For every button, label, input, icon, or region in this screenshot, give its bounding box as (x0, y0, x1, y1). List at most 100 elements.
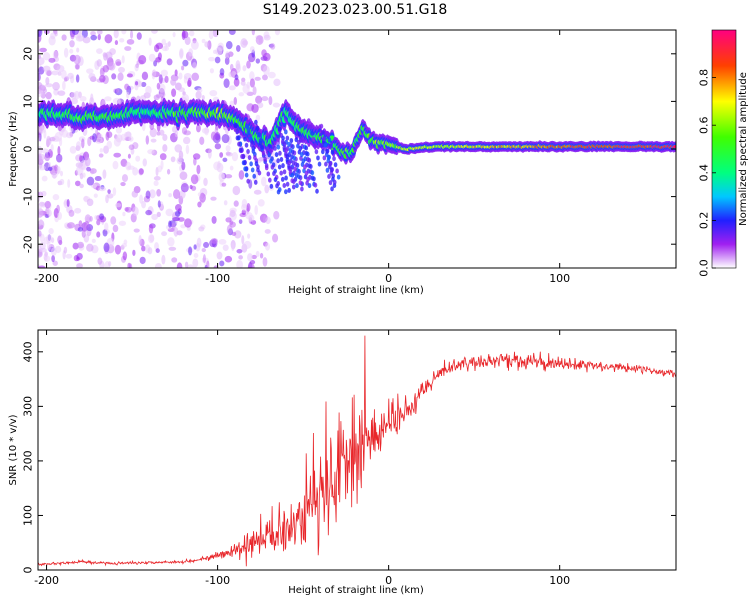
spectrogram-speckle (184, 261, 189, 268)
spectrogram-streak (303, 164, 307, 170)
spectrogram-streak (321, 129, 325, 135)
colorbar-ticks: 0.0 0.2 0.4 0.6 0.8 (698, 69, 716, 277)
spectrogram-speckle (38, 219, 43, 226)
spectrogram-speckle (261, 176, 267, 187)
spectrogram-speckle (187, 264, 194, 268)
spectrogram-speckle (69, 145, 77, 154)
spectrogram-speckle (47, 166, 53, 171)
spectrogram-streak (261, 150, 266, 156)
spectrogram-streak (267, 152, 272, 158)
spectrogram-speckle (170, 156, 176, 163)
spectrogram-speckle (147, 247, 153, 255)
x-tick-label: -100 (205, 574, 230, 587)
y-tick-label: 10 (22, 94, 35, 108)
spectrogram-streak (304, 170, 309, 176)
spectrogram-speckle (154, 262, 162, 268)
spectrogram-streak (326, 131, 330, 137)
spectrogram-speckle (219, 68, 225, 76)
spectrogram-speckle (41, 148, 49, 154)
spectrogram-speckle (76, 256, 80, 262)
spectrogram-speckle (200, 192, 205, 199)
spectrogram-speckle (182, 59, 189, 67)
spectrogram-speckle (197, 201, 202, 208)
spectrogram-streak (333, 162, 338, 168)
spectrogram-streak (291, 184, 296, 190)
spectrogram-speckle (273, 210, 280, 220)
spectrogram-speckle (198, 226, 205, 232)
spectrogram-speckle (86, 176, 95, 186)
colorbar-tick-label: 0.8 (698, 69, 711, 87)
spectrogram-speckle (121, 55, 125, 64)
spectrogram-speckle (93, 193, 98, 198)
spectrogram-streak (251, 148, 256, 154)
spectrogram-speckle (70, 92, 77, 99)
spectrogram-speckle (81, 138, 85, 149)
spectrogram-streak (244, 172, 249, 178)
spectrogram-speckle (171, 88, 177, 97)
spectrogram-speckle (261, 49, 267, 57)
spectrogram-speckle (140, 95, 147, 101)
spectrogram-speckle (108, 61, 116, 71)
spectrogram-speckle (45, 91, 52, 100)
spectrogram-speckle (90, 93, 94, 102)
spectrogram-streak (331, 173, 336, 179)
spectrogram-speckle (153, 180, 159, 187)
spectrogram-speckle (184, 218, 192, 228)
spectrogram-speckle (172, 31, 176, 38)
spectrogram-streak (313, 182, 318, 188)
spectrogram-speckle (139, 194, 144, 204)
spectrogram-speckle (161, 231, 168, 237)
spectrogram-streak (295, 183, 299, 189)
spectrogram-speckle (201, 248, 206, 253)
spectrogram-speckle (189, 184, 193, 190)
spectrogram-speckle (222, 157, 228, 163)
spectrogram-speckle (232, 185, 241, 196)
spectrogram-speckle (246, 81, 251, 89)
spectrogram-streak (289, 138, 294, 144)
spectrogram-speckle (154, 44, 160, 53)
spectrogram-speckle (233, 97, 238, 106)
colorbar-tick-label: 0.6 (698, 116, 711, 134)
spectrogram-streak (258, 138, 263, 144)
spectrogram-speckle (145, 85, 152, 96)
spectrogram-streak (248, 136, 253, 142)
spectrogram-speckle (40, 85, 47, 91)
spectrogram-speckle (229, 209, 236, 218)
spectrogram-speckle (59, 178, 65, 186)
y-tick-label: -10 (22, 188, 35, 206)
x-tick-label: -200 (34, 272, 59, 285)
spectrogram-streak (296, 139, 301, 145)
spectrogram-speckle (235, 63, 241, 73)
spectrogram-speckle (168, 246, 177, 251)
spectrogram-speckle (234, 74, 239, 81)
spectrogram-speckle (108, 260, 112, 267)
spectrogram-streak (244, 142, 249, 148)
spectrogram-speckle (67, 179, 71, 188)
spectrogram-speckle (213, 49, 218, 54)
spectrogram-streak (329, 167, 334, 173)
spectrogram-speckle (238, 170, 245, 180)
spectrogram-speckle (88, 73, 96, 81)
spectrogram-speckle (132, 167, 139, 176)
spectrogram-speckle (254, 205, 258, 216)
spectrogram-speckle (201, 38, 206, 44)
spectrogram-speckle (99, 213, 105, 221)
spectrogram-speckle (260, 56, 268, 61)
spectrogram-speckle (208, 30, 214, 40)
spectrogram-speckle (106, 131, 113, 139)
spectrogram-image (38, 30, 676, 268)
spectrogram-speckle (189, 30, 195, 37)
spectrogram-speckle (132, 249, 136, 256)
spectrogram-speckle (224, 56, 230, 65)
spectrogram-speckle (122, 211, 126, 217)
spectrogram-speckle (124, 83, 130, 91)
spectrogram-streak (254, 161, 259, 167)
spectrogram-speckle (210, 196, 217, 201)
spectrogram-speckle (76, 47, 80, 53)
spectrogram-speckle (272, 233, 279, 243)
spectrogram-speckle (173, 189, 181, 200)
spectrogram-speckle (78, 155, 83, 162)
spectrogram-speckle (231, 151, 239, 162)
spectrogram-streak (326, 154, 331, 160)
spectrogram-streak (250, 142, 254, 148)
